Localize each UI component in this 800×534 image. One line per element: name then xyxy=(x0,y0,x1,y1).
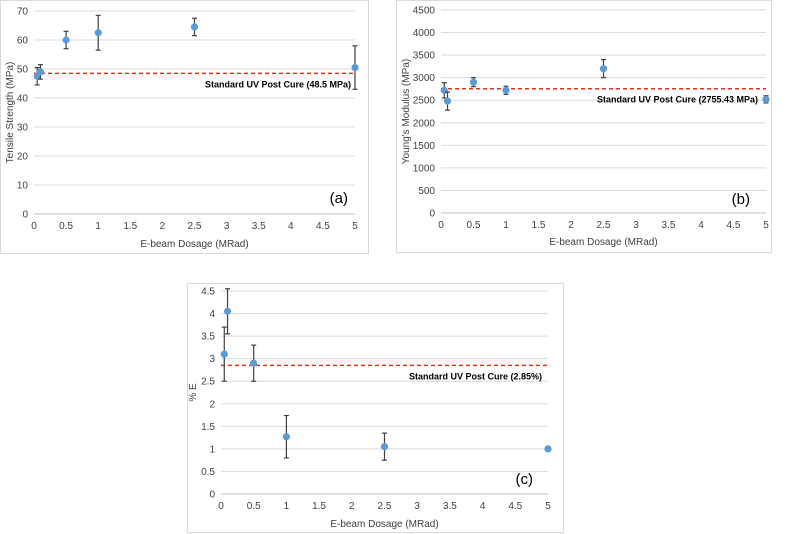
x-tick-label: 1.5 xyxy=(123,221,137,232)
reference-label: Standard UV Post Cure (2755.43 MPa) xyxy=(597,95,758,105)
y-tick-label: 20 xyxy=(17,152,29,163)
y-tick-label: 1500 xyxy=(413,141,436,152)
data-point xyxy=(762,95,770,103)
y-tick-label: 0.5 xyxy=(201,467,215,478)
x-tick-label: 3.5 xyxy=(443,501,457,512)
x-tick-label: 1 xyxy=(284,501,290,512)
y-tick-label: 3 xyxy=(209,354,215,365)
x-tick-label: 3.5 xyxy=(662,220,676,231)
x-tick-label: 4 xyxy=(698,220,704,231)
x-tick-label: 0.5 xyxy=(59,221,73,232)
panel-label: (b) xyxy=(732,191,750,208)
y-tick-label: 3000 xyxy=(413,73,436,84)
y-tick-label: 3.5 xyxy=(201,332,215,343)
data-point xyxy=(351,63,359,72)
data-point xyxy=(440,86,448,94)
y-tick-label: 40 xyxy=(17,94,29,105)
y-axis-title: Tensile Strength (MPa) xyxy=(5,62,16,164)
y-tick-label: 60 xyxy=(17,36,29,47)
data-point xyxy=(223,307,232,315)
data-point xyxy=(250,359,258,367)
chart-b-svg: 0 500 1000 1500 2000 2500 3000 3500 4000 4500 0 0.5… xyxy=(401,6,770,248)
y-tick-label: 1000 xyxy=(413,163,436,174)
y-tick-label: 1 xyxy=(209,444,215,455)
data-point xyxy=(599,65,608,73)
y-tick-label: 2 xyxy=(209,399,215,410)
x-tick-label: 3 xyxy=(414,501,420,512)
y-axis-title: % E xyxy=(188,383,199,402)
x-tick-label: 5 xyxy=(763,220,769,231)
x-tick-label: 1.5 xyxy=(532,220,546,231)
y-tick-label: 2500 xyxy=(413,96,436,107)
x-tick-label: 2.5 xyxy=(378,501,392,512)
y-tick-label: 4500 xyxy=(413,6,436,17)
data-point xyxy=(36,68,45,76)
data-point xyxy=(544,445,552,453)
y-tick-label: 0 xyxy=(429,209,435,220)
x-tick-label: 1.5 xyxy=(312,501,326,512)
data-point xyxy=(94,29,102,37)
y-tick-label: 4000 xyxy=(413,28,436,39)
data-point xyxy=(282,433,290,441)
x-tick-label: 2 xyxy=(349,501,355,512)
chart-panel-a: 0 10 20 30 40 50 60 70 0 0.5 1 1.5 2 2.5 3 3.5 4 4.5 5 E-be… xyxy=(0,0,369,254)
panel-label: (a) xyxy=(330,190,348,207)
y-tick-label: 10 xyxy=(17,181,29,192)
y-tick-label: 500 xyxy=(418,186,435,197)
y-tick-label: 2.5 xyxy=(201,377,215,388)
reference-label: Standard UV Post Cure (2.85%) xyxy=(409,371,542,381)
y-tick-label: 3500 xyxy=(413,51,436,62)
x-tick-label: 0.5 xyxy=(247,501,261,512)
chart-panel-c: 0 0.5 1 1.5 2 2.5 3 3.5 4 4.5 0 0.5 1 1.5 2 2.5 3 3.5 4 4.5… xyxy=(187,283,564,533)
x-tick-label: 2.5 xyxy=(188,221,202,232)
y-tick-label: 1.5 xyxy=(201,422,215,433)
x-tick-label: 0.5 xyxy=(467,220,481,231)
data-point xyxy=(62,36,70,44)
x-axis-title: E-beam Dosage (MRad) xyxy=(549,237,657,248)
data-point xyxy=(190,23,199,31)
panel-label: (c) xyxy=(516,471,534,488)
chart-a-svg: 0 10 20 30 40 50 60 70 0 0.5 1 1.5 2 2.5 3 3.5 4 4.5 5 E-be… xyxy=(5,7,359,250)
y-tick-label: 0 xyxy=(22,210,28,221)
y-tick-label: 70 xyxy=(17,7,29,18)
x-tick-label: 2 xyxy=(568,220,574,231)
y-tick-label: 4 xyxy=(209,309,215,320)
x-tick-label: 3 xyxy=(224,221,230,232)
data-point xyxy=(469,78,478,86)
x-tick-label: 1 xyxy=(503,220,509,231)
y-tick-label: 50 xyxy=(17,65,29,76)
x-tick-label: 4.5 xyxy=(316,221,330,232)
x-tick-label: 3.5 xyxy=(252,221,266,232)
x-tick-label: 5 xyxy=(352,221,358,232)
y-tick-label: 0 xyxy=(209,490,215,501)
y-tick-label: 2000 xyxy=(413,118,436,129)
data-point xyxy=(220,350,228,358)
x-tick-label: 4 xyxy=(288,221,294,232)
x-tick-label: 2 xyxy=(160,221,166,232)
x-tick-label: 0 xyxy=(438,220,444,231)
x-tick-label: 1 xyxy=(95,221,101,232)
x-tick-label: 0 xyxy=(31,221,37,232)
data-point xyxy=(380,443,389,451)
x-tick-label: 4.5 xyxy=(727,220,741,231)
y-tick-label: 4.5 xyxy=(201,287,215,298)
data-point xyxy=(443,97,452,105)
data-point xyxy=(502,86,510,94)
x-axis-title: E-beam Dosage (MRad) xyxy=(330,519,438,530)
x-tick-label: 0 xyxy=(218,501,224,512)
chart-panel-b: 0 500 1000 1500 2000 2500 3000 3500 4000 4500 0 0.5… xyxy=(396,0,772,253)
x-tick-label: 5 xyxy=(545,501,551,512)
x-tick-label: 4 xyxy=(480,501,486,512)
reference-label: Standard UV Post Cure (48.5 MPa) xyxy=(205,79,351,89)
x-tick-label: 3 xyxy=(633,220,639,231)
x-axis-title: E-beam Dosage (MRad) xyxy=(140,239,248,250)
y-tick-label: 30 xyxy=(17,123,29,134)
y-axis-title: Young's Modulus (MPa) xyxy=(401,59,412,164)
x-tick-label: 2.5 xyxy=(597,220,611,231)
chart-c-svg: 0 0.5 1 1.5 2 2.5 3 3.5 4 4.5 0 0.5 1 1.5 2 2.5 3 3.5 4 4.5… xyxy=(188,287,552,530)
x-tick-label: 4.5 xyxy=(508,501,522,512)
